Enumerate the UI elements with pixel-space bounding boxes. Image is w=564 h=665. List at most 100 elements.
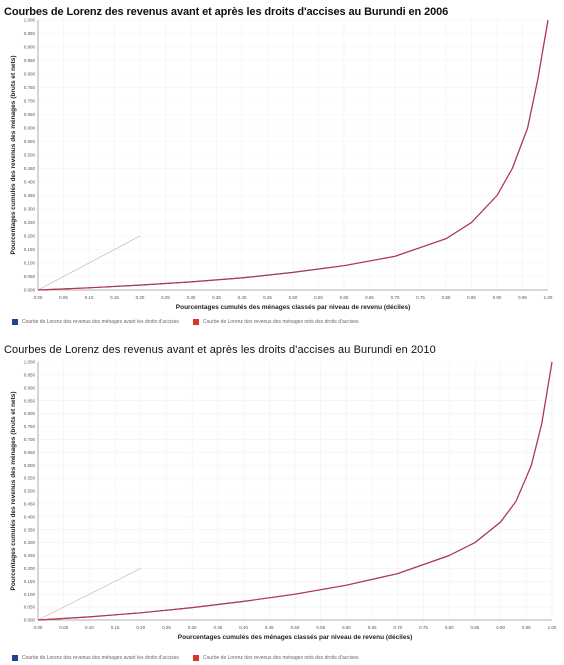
x-tick-label: 0.15 [111,625,120,630]
x-tick-label: 1.00 [548,625,557,630]
x-tick-label: 0.45 [263,295,272,300]
x-tick-label: 0.35 [214,625,223,630]
chart-panel-2006: Courbes de Lorenz des revenus avant et a… [0,0,564,332]
x-tick-label: 0.95 [518,295,527,300]
y-tick-label: 0.100 [24,261,36,266]
x-tick-label: 0.70 [393,625,402,630]
x-tick-label: 0.75 [416,295,425,300]
y-tick-label: 0.600 [24,126,36,131]
y-tick-label: 1.000 [24,18,36,23]
y-tick-label: 0.100 [24,592,36,597]
x-tick-label: 0.35 [212,295,221,300]
y-tick-label: 0.200 [24,566,36,571]
y-tick-label: 0.450 [24,166,36,171]
chart-legend: Courbe de Lorenz des revenus des ménages… [12,316,373,328]
legend-item-after: Courbe de Lorenz des revenus des ménages… [192,655,359,661]
y-tick-label: 0.250 [24,220,36,225]
chart-svg-2010: 0.0000.0500.1000.1500.2000.2500.3000.350… [10,360,557,641]
x-tick-label: 0.05 [59,625,68,630]
y-tick-label: 0.750 [24,424,36,429]
x-tick-label: 0.20 [136,295,145,300]
x-tick-label: 0.80 [442,295,451,300]
legend-swatch-after [192,319,199,325]
x-tick-label: 0.75 [419,625,428,630]
y-axis-label: Pourcentages cumulés des revenus des mén… [10,391,17,590]
y-tick-label: 0.050 [24,274,36,279]
y-tick-label: 0.650 [24,112,36,117]
legend-swatch-after [192,655,199,661]
x-tick-label: 0.25 [162,625,171,630]
x-tick-label: 1.00 [544,295,553,300]
legend-item-before: Courbe de Lorenz des revenus des ménages… [12,655,179,661]
x-tick-label: 0.50 [291,625,300,630]
x-tick-label: 0.50 [289,295,298,300]
y-tick-label: 0.750 [24,85,36,90]
x-tick-label: 0.15 [110,295,119,300]
x-tick-label: 0.90 [496,625,505,630]
y-tick-label: 0.250 [24,553,36,558]
x-tick-label: 0.30 [188,625,197,630]
x-tick-label: 0.85 [467,295,476,300]
x-tick-label: 0.25 [161,295,170,300]
x-tick-label: 0.00 [34,295,43,300]
y-tick-label: 0.000 [24,288,36,293]
x-tick-label: 0.85 [471,625,480,630]
y-tick-label: 0.300 [24,207,36,212]
legend-swatch-before [12,655,18,661]
legend-label-before: Courbe de Lorenz des revenus des ménages… [22,319,179,325]
y-tick-label: 0.950 [24,373,36,378]
chart-panel-2010: Courbes de Lorenz des revenus avant et a… [0,332,564,665]
legend-label-after: Courbe de Lorenz des revenus des ménages… [202,319,359,325]
x-tick-label: 0.55 [314,295,323,300]
x-axis-label: Pourcentages cumulés des ménages classés… [178,634,412,641]
x-tick-label: 0.40 [239,625,248,630]
y-tick-label: 1.000 [24,360,36,365]
y-tick-label: 0.400 [24,514,36,519]
chart-legend: Courbe de Lorenz des revenus des ménages… [12,652,373,664]
x-tick-label: 0.10 [85,625,94,630]
x-tick-label: 0.70 [391,295,400,300]
x-tick-label: 0.20 [136,625,145,630]
y-tick-label: 0.700 [24,437,36,442]
x-tick-label: 0.00 [34,625,43,630]
x-tick-label: 0.60 [340,295,349,300]
equality-line [37,235,141,291]
x-tick-label: 0.45 [265,625,274,630]
equality-line [37,568,141,621]
x-tick-label: 0.60 [342,625,351,630]
x-tick-label: 0.55 [316,625,325,630]
y-tick-label: 0.900 [24,385,36,390]
y-tick-label: 0.850 [24,398,36,403]
chart-title: Courbes de Lorenz des revenus avant et a… [4,6,449,18]
x-tick-label: 0.05 [59,295,68,300]
y-axis-label: Pourcentages cumulés des revenus des mén… [10,55,17,254]
x-tick-label: 0.10 [85,295,94,300]
y-tick-label: 0.050 [24,605,36,610]
x-tick-label: 0.90 [493,295,502,300]
y-tick-label: 0.550 [24,476,36,481]
y-tick-label: 0.700 [24,99,36,104]
y-tick-label: 0.150 [24,579,36,584]
x-axis-label: Pourcentages cumulés des ménages classés… [176,304,410,311]
legend-label-before: Courbe de Lorenz des revenus des ménages… [22,655,179,661]
y-tick-label: 0.900 [24,45,36,50]
x-tick-label: 0.80 [445,625,454,630]
y-tick-label: 0.350 [24,527,36,532]
y-tick-label: 0.200 [24,234,36,239]
y-tick-label: 0.950 [24,31,36,36]
y-tick-label: 0.800 [24,411,36,416]
y-tick-label: 0.150 [24,247,36,252]
x-tick-label: 0.95 [522,625,531,630]
series-line-after [37,19,549,291]
y-tick-label: 0.500 [24,489,36,494]
x-tick-label: 0.65 [365,295,374,300]
y-tick-label: 0.550 [24,139,36,144]
y-tick-label: 0.650 [24,450,36,455]
x-tick-label: 0.40 [238,295,247,300]
legend-swatch-before [12,319,18,325]
y-tick-label: 0.500 [24,153,36,158]
y-tick-label: 0.850 [24,58,36,63]
y-tick-label: 0.600 [24,463,36,468]
y-tick-label: 0.450 [24,502,36,507]
x-tick-label: 0.30 [187,295,196,300]
